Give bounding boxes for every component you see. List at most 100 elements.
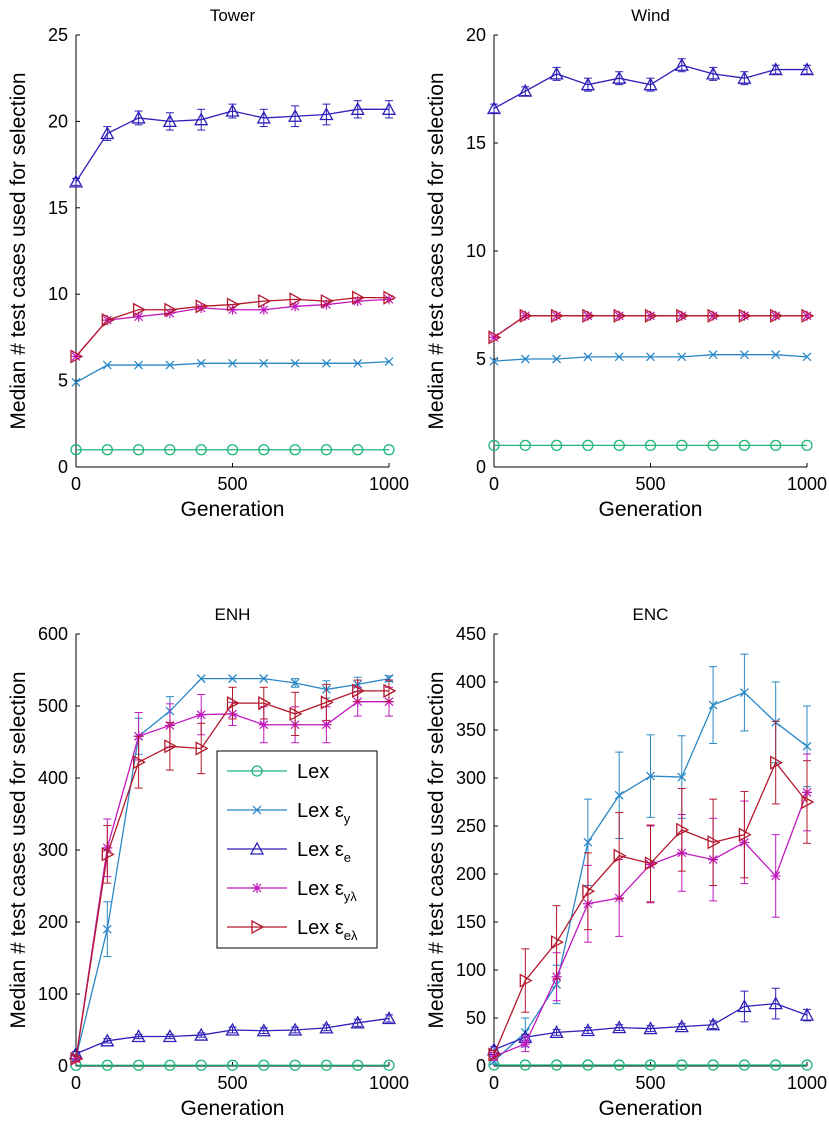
legend-label: Lex εe [297,839,351,865]
series-line [75,1017,390,1055]
series-line [75,360,390,383]
data-point [519,973,533,988]
data-point [320,695,334,710]
data-point [289,1059,301,1071]
data-point [801,794,815,810]
y-tick-label: 0 [476,1056,486,1076]
data-point [195,741,209,756]
series-line [493,354,808,362]
series-line [493,1002,808,1051]
data-point [770,755,784,770]
data-point [582,308,596,323]
data-point [676,439,688,452]
panel-wind: 0 5 10 15 20 0 500 1000 Wind Generation Median # t… [425,6,827,521]
data-point [801,439,813,452]
series-lex [70,1059,395,1071]
data-point [519,439,531,452]
data-point [290,358,300,368]
y-tick-label: 50 [466,1008,486,1028]
data-point [677,352,687,362]
y-tick-label: 5 [476,349,486,369]
series-lex_ee [486,57,815,115]
data-point [643,1021,658,1035]
data-point [259,674,269,684]
data-point [195,1059,207,1071]
data-point [549,66,564,80]
data-point [676,308,690,323]
series-lex_ee [68,100,397,188]
y-tick-label: 400 [456,672,486,692]
legend-marker [251,919,265,935]
data-point [550,308,564,323]
data-point [195,299,209,314]
data-point [290,301,301,312]
series-line [493,315,807,338]
legend-entry-lex_eel: Lex εeλ [227,917,358,943]
data-point [164,444,176,456]
data-point [289,292,303,307]
data-point [258,444,270,456]
y-tick-label: 25 [48,25,68,45]
y-tick-label: 500 [38,696,68,716]
series-lex_ey [71,357,394,387]
x-tick-label: 500 [217,1073,247,1093]
data-point [256,1023,271,1037]
series-lex [488,439,813,452]
data-point [520,354,530,364]
x-tick-label: 0 [489,1073,499,1093]
data-point [739,688,749,698]
data-point [194,1027,209,1041]
panel-tower: 0 5 10 15 20 25 0 500 1000 Tower Generation Median … [7,6,409,521]
series-lex_eel [70,290,397,364]
y-tick-label: 20 [466,25,486,45]
data-point [550,439,563,452]
y-tick-label: 150 [456,912,486,932]
series-lex_eel [488,308,815,345]
data-point [488,439,500,452]
data-point [802,741,812,751]
data-point [646,771,655,781]
data-point [162,1029,177,1043]
legend-entry-lex_eyl: Lex εyλ [227,878,357,904]
data-point [613,848,627,863]
data-point [350,101,365,115]
data-point [770,439,782,452]
data-point [225,1022,240,1036]
legend-label: Lex εy [297,800,351,826]
data-point [613,439,625,452]
data-point [321,358,331,368]
data-point [614,352,624,362]
x-tick-label: 1000 [369,474,409,494]
data-point [488,1047,502,1062]
legend-symbol: ε [335,839,344,861]
data-point [737,999,752,1013]
legend-entry-lex_ey: Lex εy [227,800,351,826]
data-point [196,303,207,314]
legend-entry-lex_ee: Lex εe [227,839,351,865]
data-point [384,357,394,367]
data-point [674,57,689,71]
x-tick-label: 1000 [369,1073,409,1093]
data-point [195,444,207,456]
data-point [381,1011,397,1025]
data-point [488,330,502,345]
data-point [258,304,269,315]
legend-base: Lex [297,800,335,822]
data-point [383,1059,395,1071]
data-point [646,352,655,362]
y-tick-label: 0 [476,457,486,477]
data-point [164,739,178,754]
series-line [493,64,807,110]
data-point [352,683,366,698]
data-point [519,308,533,323]
data-point [644,439,657,452]
data-point [320,294,334,309]
data-point [612,70,627,84]
x-tick-label: 0 [489,474,499,494]
data-point [289,706,303,722]
data-point [738,308,752,323]
legend-subscript: e [344,850,351,865]
data-point [256,110,271,124]
data-point [226,297,240,312]
